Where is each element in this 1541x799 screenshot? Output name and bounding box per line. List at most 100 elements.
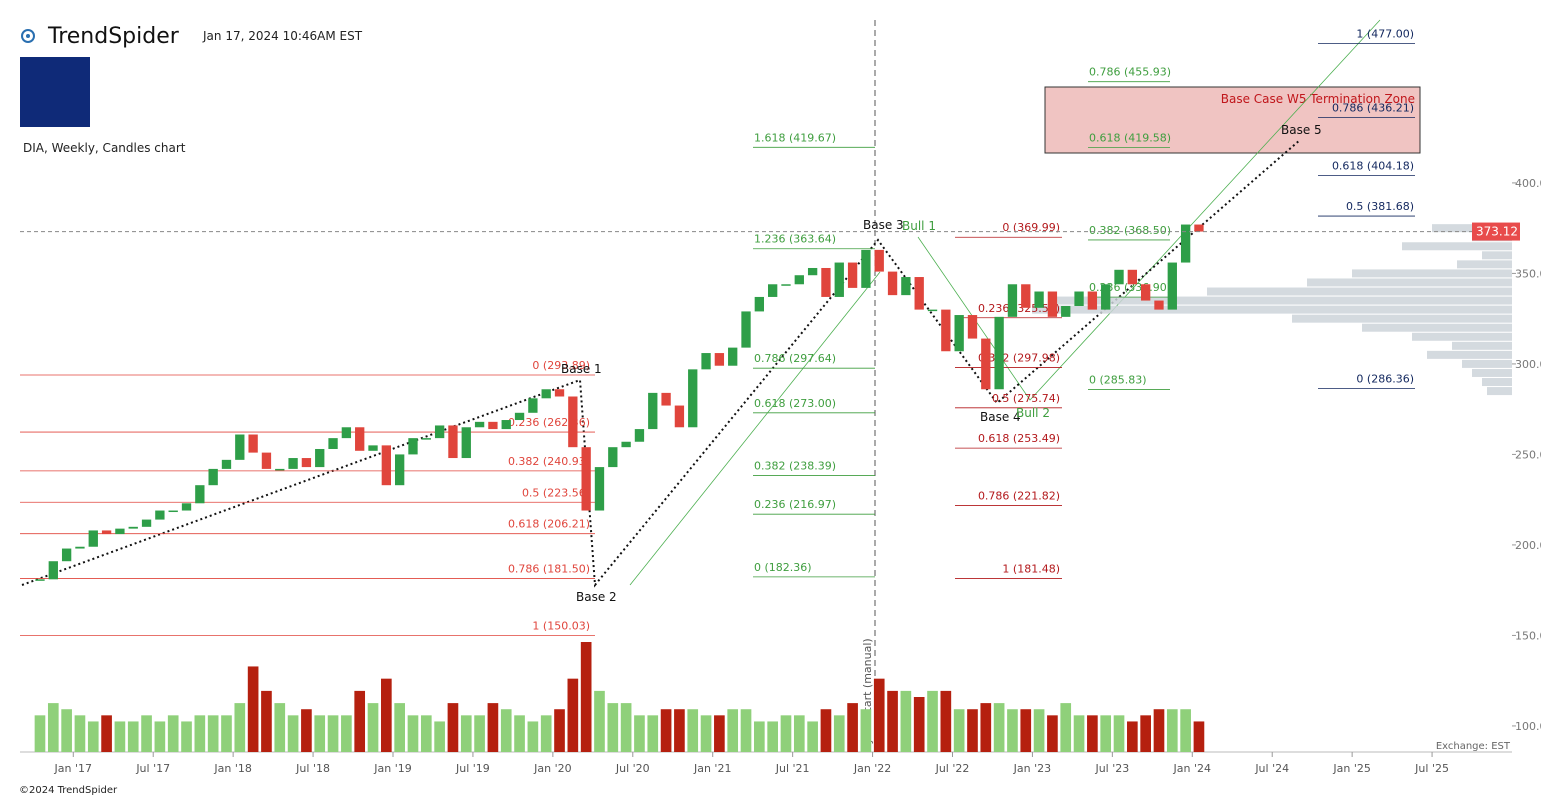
candle xyxy=(541,389,551,399)
volume-bar xyxy=(47,703,59,752)
fib-label: 0.5 (381.68) xyxy=(1346,200,1414,213)
x-tick-label: Jul '20 xyxy=(615,762,650,775)
fib-label: 0 (182.36) xyxy=(754,561,812,574)
volume-profile-bar xyxy=(1352,269,1512,278)
volume-bar xyxy=(381,678,392,752)
y-tick-label: 200.00 xyxy=(1515,539,1541,552)
y-tick-label: 100.00 xyxy=(1515,720,1541,733)
volume-bar xyxy=(167,715,179,752)
volume-bar xyxy=(674,709,685,752)
candle xyxy=(847,262,858,288)
volume-bar xyxy=(314,715,326,752)
volume-bar xyxy=(967,709,978,752)
volume-bar xyxy=(900,690,912,752)
fib-label: 0.618 (273.00) xyxy=(754,397,836,410)
volume-profile-bar xyxy=(1362,323,1512,332)
volume-profile-bar xyxy=(1427,350,1512,359)
volume-bar xyxy=(687,709,699,752)
wave-label: Bull 2 xyxy=(1016,406,1050,420)
candle xyxy=(1140,284,1151,301)
volume-bar xyxy=(207,715,219,752)
candle xyxy=(155,510,165,520)
candle xyxy=(741,311,751,348)
candle xyxy=(781,284,791,286)
volume-bar xyxy=(873,678,885,752)
candle xyxy=(861,249,871,288)
fib-label: 0.786 (455.93) xyxy=(1089,66,1171,79)
volume-bar xyxy=(554,709,565,752)
candle xyxy=(235,434,245,460)
volume-bar xyxy=(1153,709,1165,752)
candle xyxy=(275,468,285,471)
volume-bar xyxy=(740,709,752,752)
candle xyxy=(328,438,338,449)
volume-bar xyxy=(61,709,72,752)
volume-bar xyxy=(420,715,432,752)
candle xyxy=(1087,291,1098,310)
volume-bar xyxy=(767,721,778,752)
candle xyxy=(248,434,258,453)
candle xyxy=(994,316,1004,390)
candle xyxy=(807,267,818,276)
volume-bar xyxy=(940,690,952,752)
candle xyxy=(954,315,964,352)
x-tick-label: Jul '21 xyxy=(775,762,810,775)
volume-bar xyxy=(514,715,525,752)
wave-label: Base 1 xyxy=(561,362,602,376)
fib-label: 1 (150.03) xyxy=(532,619,590,632)
volume-bar xyxy=(754,721,765,752)
candle xyxy=(394,454,405,486)
volume-bar xyxy=(460,715,472,752)
x-tick-label: Jul '17 xyxy=(135,762,170,775)
volume-bar xyxy=(74,715,86,752)
candle xyxy=(421,438,431,440)
volume-bar xyxy=(727,709,739,752)
y-tick-label: 150.00 xyxy=(1515,629,1541,642)
fib-label: 0.786 (297.64) xyxy=(754,352,836,365)
candle xyxy=(101,530,112,535)
candle xyxy=(794,275,804,285)
volume-bar xyxy=(1020,709,1032,752)
candle xyxy=(821,267,831,297)
fib-label: 0.5 (223.56) xyxy=(522,486,590,499)
timestamp: Jan 17, 2024 10:46AM EST xyxy=(202,29,363,43)
volume-bar xyxy=(487,703,499,752)
candle xyxy=(887,271,898,296)
volume-bar xyxy=(927,690,938,752)
fib-label: 0 (286.36) xyxy=(1356,373,1414,386)
candle xyxy=(1061,305,1071,317)
candle xyxy=(674,405,685,428)
volume-bar xyxy=(1166,709,1178,752)
volume-bar xyxy=(1060,703,1072,752)
x-tick-label: Jan '23 xyxy=(1013,762,1051,775)
fib-label: 0 (293.89) xyxy=(532,359,590,372)
candle xyxy=(128,526,138,529)
x-tick-label: Jan '24 xyxy=(1173,762,1211,775)
x-tick-label: Jan '22 xyxy=(853,762,891,775)
candle xyxy=(967,315,978,339)
volume-bar xyxy=(287,715,299,752)
candle xyxy=(634,429,645,442)
x-tick-label: Jul '25 xyxy=(1414,762,1449,775)
y-tick-label: 300.00 xyxy=(1515,358,1541,371)
volume-bar xyxy=(594,690,605,752)
candle xyxy=(501,420,511,430)
candle xyxy=(1034,291,1044,308)
volume-profile-bar xyxy=(1452,341,1512,350)
volume-bar xyxy=(354,690,366,752)
x-tick-label: Jul '22 xyxy=(935,762,970,775)
volume-profile-bar xyxy=(1052,296,1512,305)
volume-profile-bar xyxy=(1482,378,1512,387)
volume-bar xyxy=(127,721,139,752)
volume-profile-bar xyxy=(1457,260,1512,269)
x-tick-label: Jul '23 xyxy=(1094,762,1129,775)
chart-title: DIA, Weekly, Candles chart xyxy=(23,141,186,155)
candle xyxy=(448,425,458,459)
volume-bar xyxy=(620,703,632,752)
y-tick-label: 400.00 xyxy=(1515,177,1541,190)
candle xyxy=(1127,269,1138,285)
fib-label: 1 (181.48) xyxy=(1002,562,1060,575)
volume-bar xyxy=(234,703,246,752)
volume-bar xyxy=(634,715,645,752)
